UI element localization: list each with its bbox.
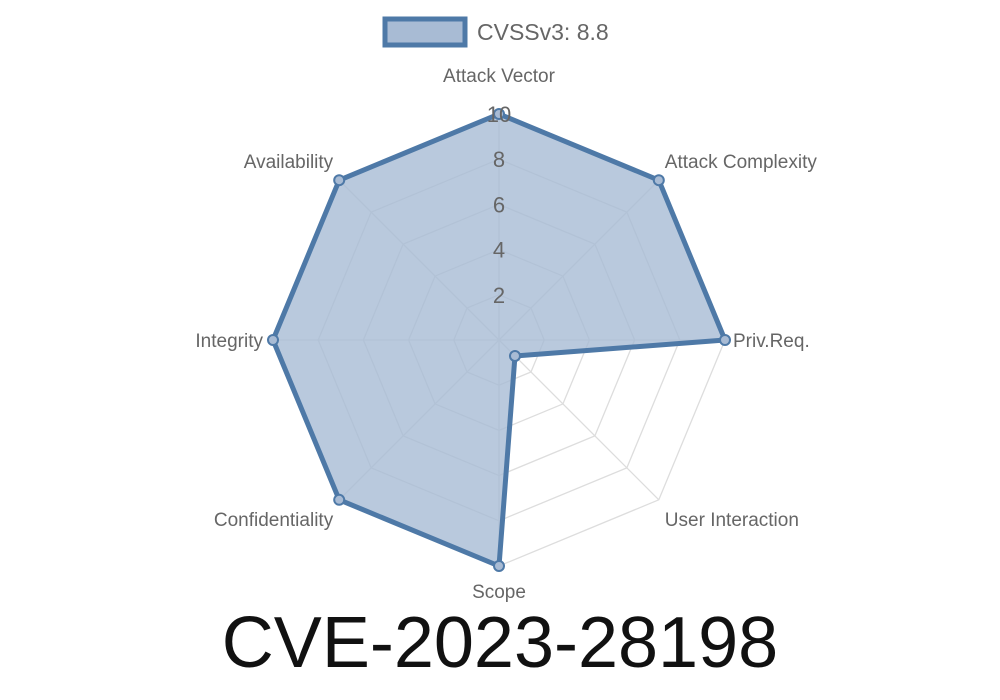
axis-label: Attack Complexity <box>665 152 818 173</box>
axis-labels: Attack Vector Attack Complexity Priv.Req. U… <box>195 66 817 603</box>
legend: CVSSv3: 8.8 <box>382 16 609 48</box>
axis-label: Priv.Req. <box>733 331 810 352</box>
data-point <box>508 349 521 362</box>
axis-label: Scope <box>472 582 526 603</box>
grid-spoke <box>498 339 660 501</box>
legend-label: CVSSv3: 8.8 <box>477 19 609 45</box>
axis-label: Integrity <box>195 331 263 352</box>
series-area <box>267 108 731 572</box>
tick-labels: 2 4 6 8 10 <box>487 102 511 308</box>
data-point <box>267 334 279 346</box>
axis-label: Availability <box>244 152 334 173</box>
data-point <box>333 174 346 187</box>
tick-label: 8 <box>493 147 505 172</box>
data-point <box>493 560 505 572</box>
axis-label: Confidentiality <box>214 510 334 531</box>
tick-label: 4 <box>493 238 505 263</box>
data-point <box>333 493 346 506</box>
data-point <box>719 334 731 346</box>
tick-label: 6 <box>493 192 505 217</box>
legend-swatch <box>382 16 468 48</box>
tick-label: 2 <box>493 283 505 308</box>
tick-label: 10 <box>487 102 511 127</box>
axis-label: Attack Vector <box>443 66 556 87</box>
axis-label: User Interaction <box>665 510 799 531</box>
chart-title: CVE-2023-28198 <box>221 603 779 683</box>
data-point <box>493 108 505 120</box>
data-point <box>652 174 665 187</box>
